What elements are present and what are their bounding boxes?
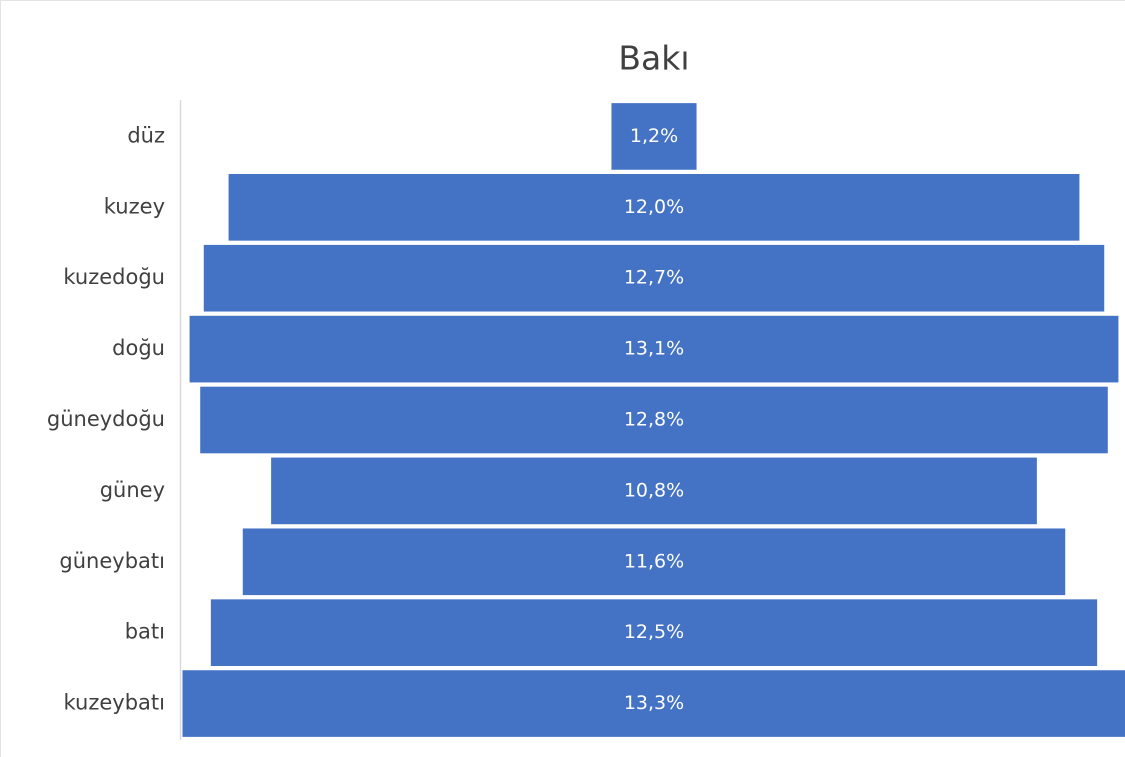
category-label: doğu [112, 336, 165, 360]
bar [203, 244, 1105, 312]
bar [200, 386, 1108, 454]
data-label: 12,7% [624, 267, 684, 289]
data-label: 12,0% [624, 196, 684, 218]
data-label: 13,3% [624, 692, 684, 714]
data-label: 12,5% [624, 621, 684, 643]
data-label: 11,6% [624, 550, 684, 572]
bar [242, 528, 1066, 596]
data-label: 10,8% [624, 479, 684, 501]
category-label: kuzedoğu [63, 265, 165, 289]
chart-title: Bakı [618, 39, 689, 78]
bar [210, 599, 1098, 666]
bar [611, 103, 697, 170]
category-label: düz [127, 123, 165, 147]
data-label: 12,8% [624, 409, 684, 431]
category-label: güney [100, 478, 165, 502]
bar [271, 457, 1037, 525]
data-label: 13,1% [624, 338, 684, 360]
bar [189, 315, 1119, 383]
category-label: kuzeybatı [64, 691, 165, 715]
bar [182, 670, 1125, 737]
category-label: kuzey [104, 194, 165, 218]
bar [228, 174, 1080, 241]
category-label: batı [125, 620, 165, 644]
category-label: güneybatı [59, 549, 165, 573]
category-label: güneydoğu [47, 407, 165, 431]
data-label: 1,2% [630, 125, 678, 147]
